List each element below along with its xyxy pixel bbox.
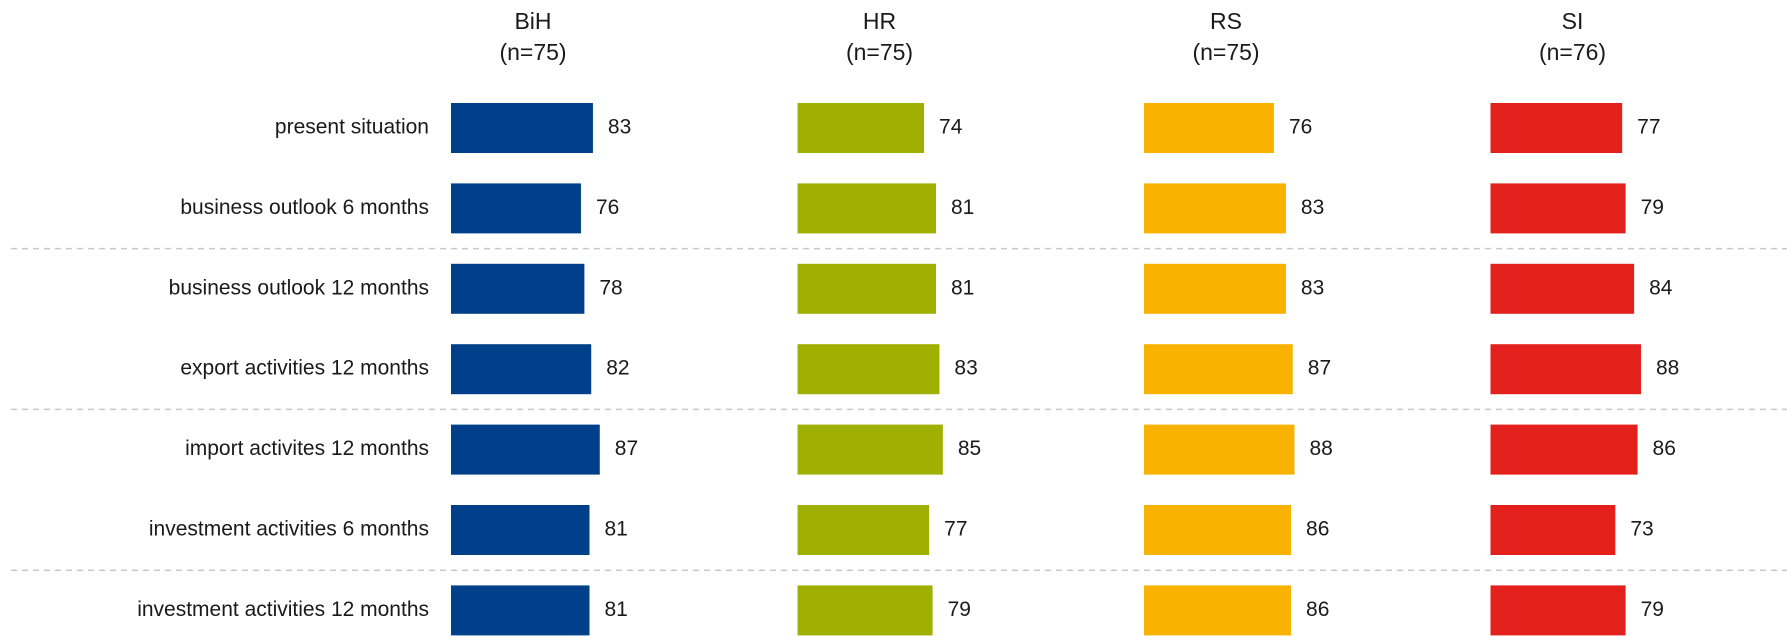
category-label: business outlook 12 months bbox=[169, 276, 429, 299]
bar bbox=[1490, 424, 1638, 475]
bar bbox=[1144, 505, 1292, 555]
category-label: present situation bbox=[275, 116, 429, 139]
bar bbox=[1490, 183, 1626, 234]
value-label: 84 bbox=[1649, 276, 1673, 299]
panel-title: SI bbox=[1562, 8, 1584, 34]
value-label: 79 bbox=[1641, 196, 1664, 219]
panel-title: RS bbox=[1210, 8, 1242, 34]
value-label: 83 bbox=[1301, 276, 1324, 299]
value-label: 85 bbox=[958, 437, 981, 460]
bar bbox=[1144, 424, 1295, 475]
value-label: 79 bbox=[948, 598, 971, 621]
panel-subtitle: (n=75) bbox=[499, 39, 566, 65]
value-label: 77 bbox=[1637, 116, 1660, 139]
bar bbox=[1490, 344, 1641, 395]
value-label: 73 bbox=[1630, 518, 1653, 541]
value-label: 83 bbox=[608, 116, 631, 139]
value-label: 86 bbox=[1306, 518, 1329, 541]
bar bbox=[1144, 183, 1286, 234]
bar bbox=[1490, 263, 1635, 314]
value-label: 78 bbox=[599, 276, 622, 299]
value-label: 86 bbox=[1653, 437, 1676, 460]
bar bbox=[797, 344, 940, 395]
value-label: 76 bbox=[1289, 116, 1312, 139]
bar bbox=[797, 505, 930, 555]
value-label: 77 bbox=[944, 518, 967, 541]
value-label: 88 bbox=[1656, 357, 1679, 380]
category-label: investment activities 12 months bbox=[137, 598, 429, 621]
bar bbox=[797, 424, 943, 475]
value-label: 79 bbox=[1641, 598, 1664, 621]
bar bbox=[451, 585, 590, 636]
panel-subtitle: (n=75) bbox=[846, 39, 913, 65]
bar bbox=[451, 183, 581, 234]
value-label: 86 bbox=[1306, 598, 1329, 621]
value-label: 83 bbox=[954, 357, 977, 380]
value-label: 83 bbox=[1301, 196, 1324, 219]
bar bbox=[451, 103, 593, 153]
bar bbox=[1490, 103, 1623, 153]
category-label: export activities 12 months bbox=[180, 357, 429, 380]
bar bbox=[1144, 585, 1292, 636]
panel-title: BiH bbox=[514, 8, 551, 34]
value-label: 82 bbox=[606, 357, 629, 380]
value-label: 81 bbox=[951, 196, 974, 219]
bar bbox=[1144, 344, 1293, 395]
bar bbox=[797, 585, 933, 636]
bar bbox=[451, 344, 592, 395]
bar bbox=[1490, 585, 1626, 636]
bar bbox=[451, 505, 590, 555]
value-label: 74 bbox=[939, 116, 963, 139]
bar bbox=[797, 103, 925, 153]
value-label: 88 bbox=[1309, 437, 1332, 460]
panel-title: HR bbox=[863, 8, 896, 34]
panel-subtitle: (n=76) bbox=[1539, 39, 1606, 65]
bar bbox=[1490, 505, 1616, 555]
bar bbox=[797, 263, 937, 314]
bar bbox=[451, 263, 585, 314]
category-label: import activites 12 months bbox=[185, 437, 429, 460]
bar bbox=[451, 424, 600, 475]
panel-subtitle: (n=75) bbox=[1192, 39, 1259, 65]
bar bbox=[1144, 103, 1274, 153]
category-label: investment activities 6 months bbox=[149, 518, 429, 541]
bar bbox=[797, 183, 937, 234]
value-label: 81 bbox=[605, 518, 628, 541]
value-label: 87 bbox=[1308, 357, 1331, 380]
bar bbox=[1144, 263, 1286, 314]
category-label: business outlook 6 months bbox=[180, 196, 429, 219]
value-label: 81 bbox=[951, 276, 974, 299]
value-label: 87 bbox=[615, 437, 638, 460]
value-label: 76 bbox=[596, 196, 619, 219]
value-label: 81 bbox=[605, 598, 628, 621]
